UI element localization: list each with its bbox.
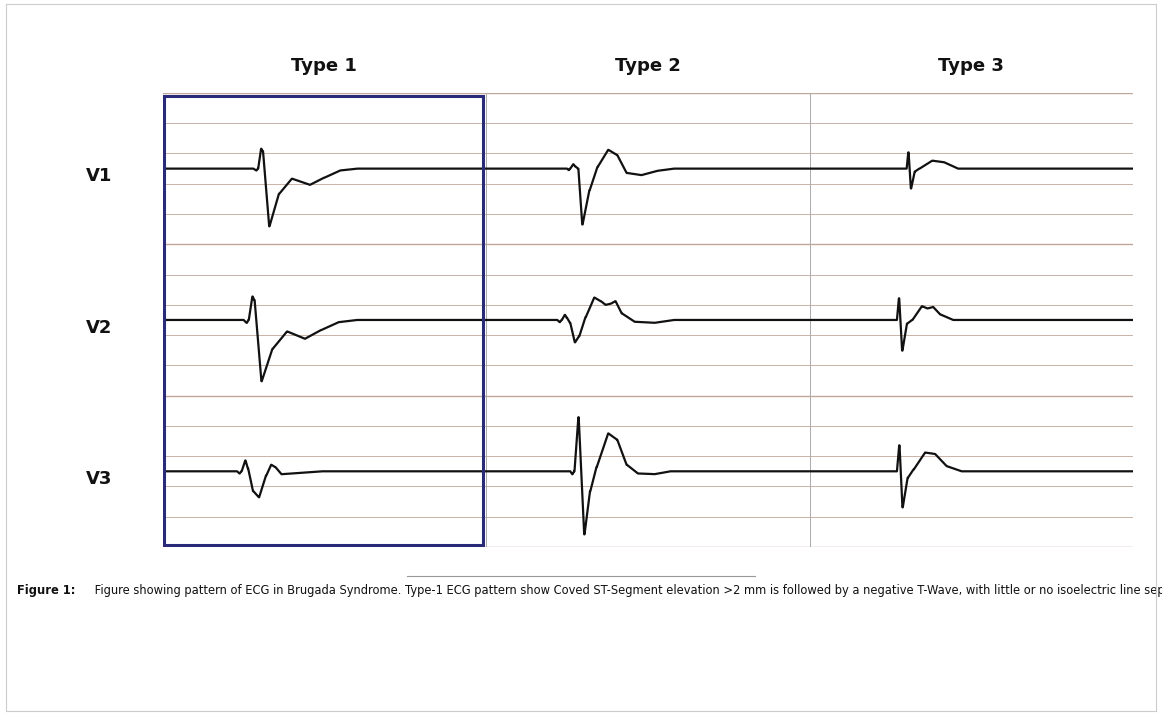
Text: V2: V2	[86, 318, 112, 337]
Text: V1: V1	[86, 167, 112, 185]
Text: V3: V3	[86, 470, 112, 488]
Text: Figure 1:: Figure 1:	[17, 584, 76, 597]
Text: Type 1: Type 1	[292, 57, 358, 75]
Text: Type 3: Type 3	[938, 57, 1004, 75]
Text: Type 2: Type 2	[615, 57, 681, 75]
Text: Figure showing pattern of ECG in Brugada Syndrome. Type-1 ECG pattern show Coved: Figure showing pattern of ECG in Brugada…	[91, 584, 1162, 597]
